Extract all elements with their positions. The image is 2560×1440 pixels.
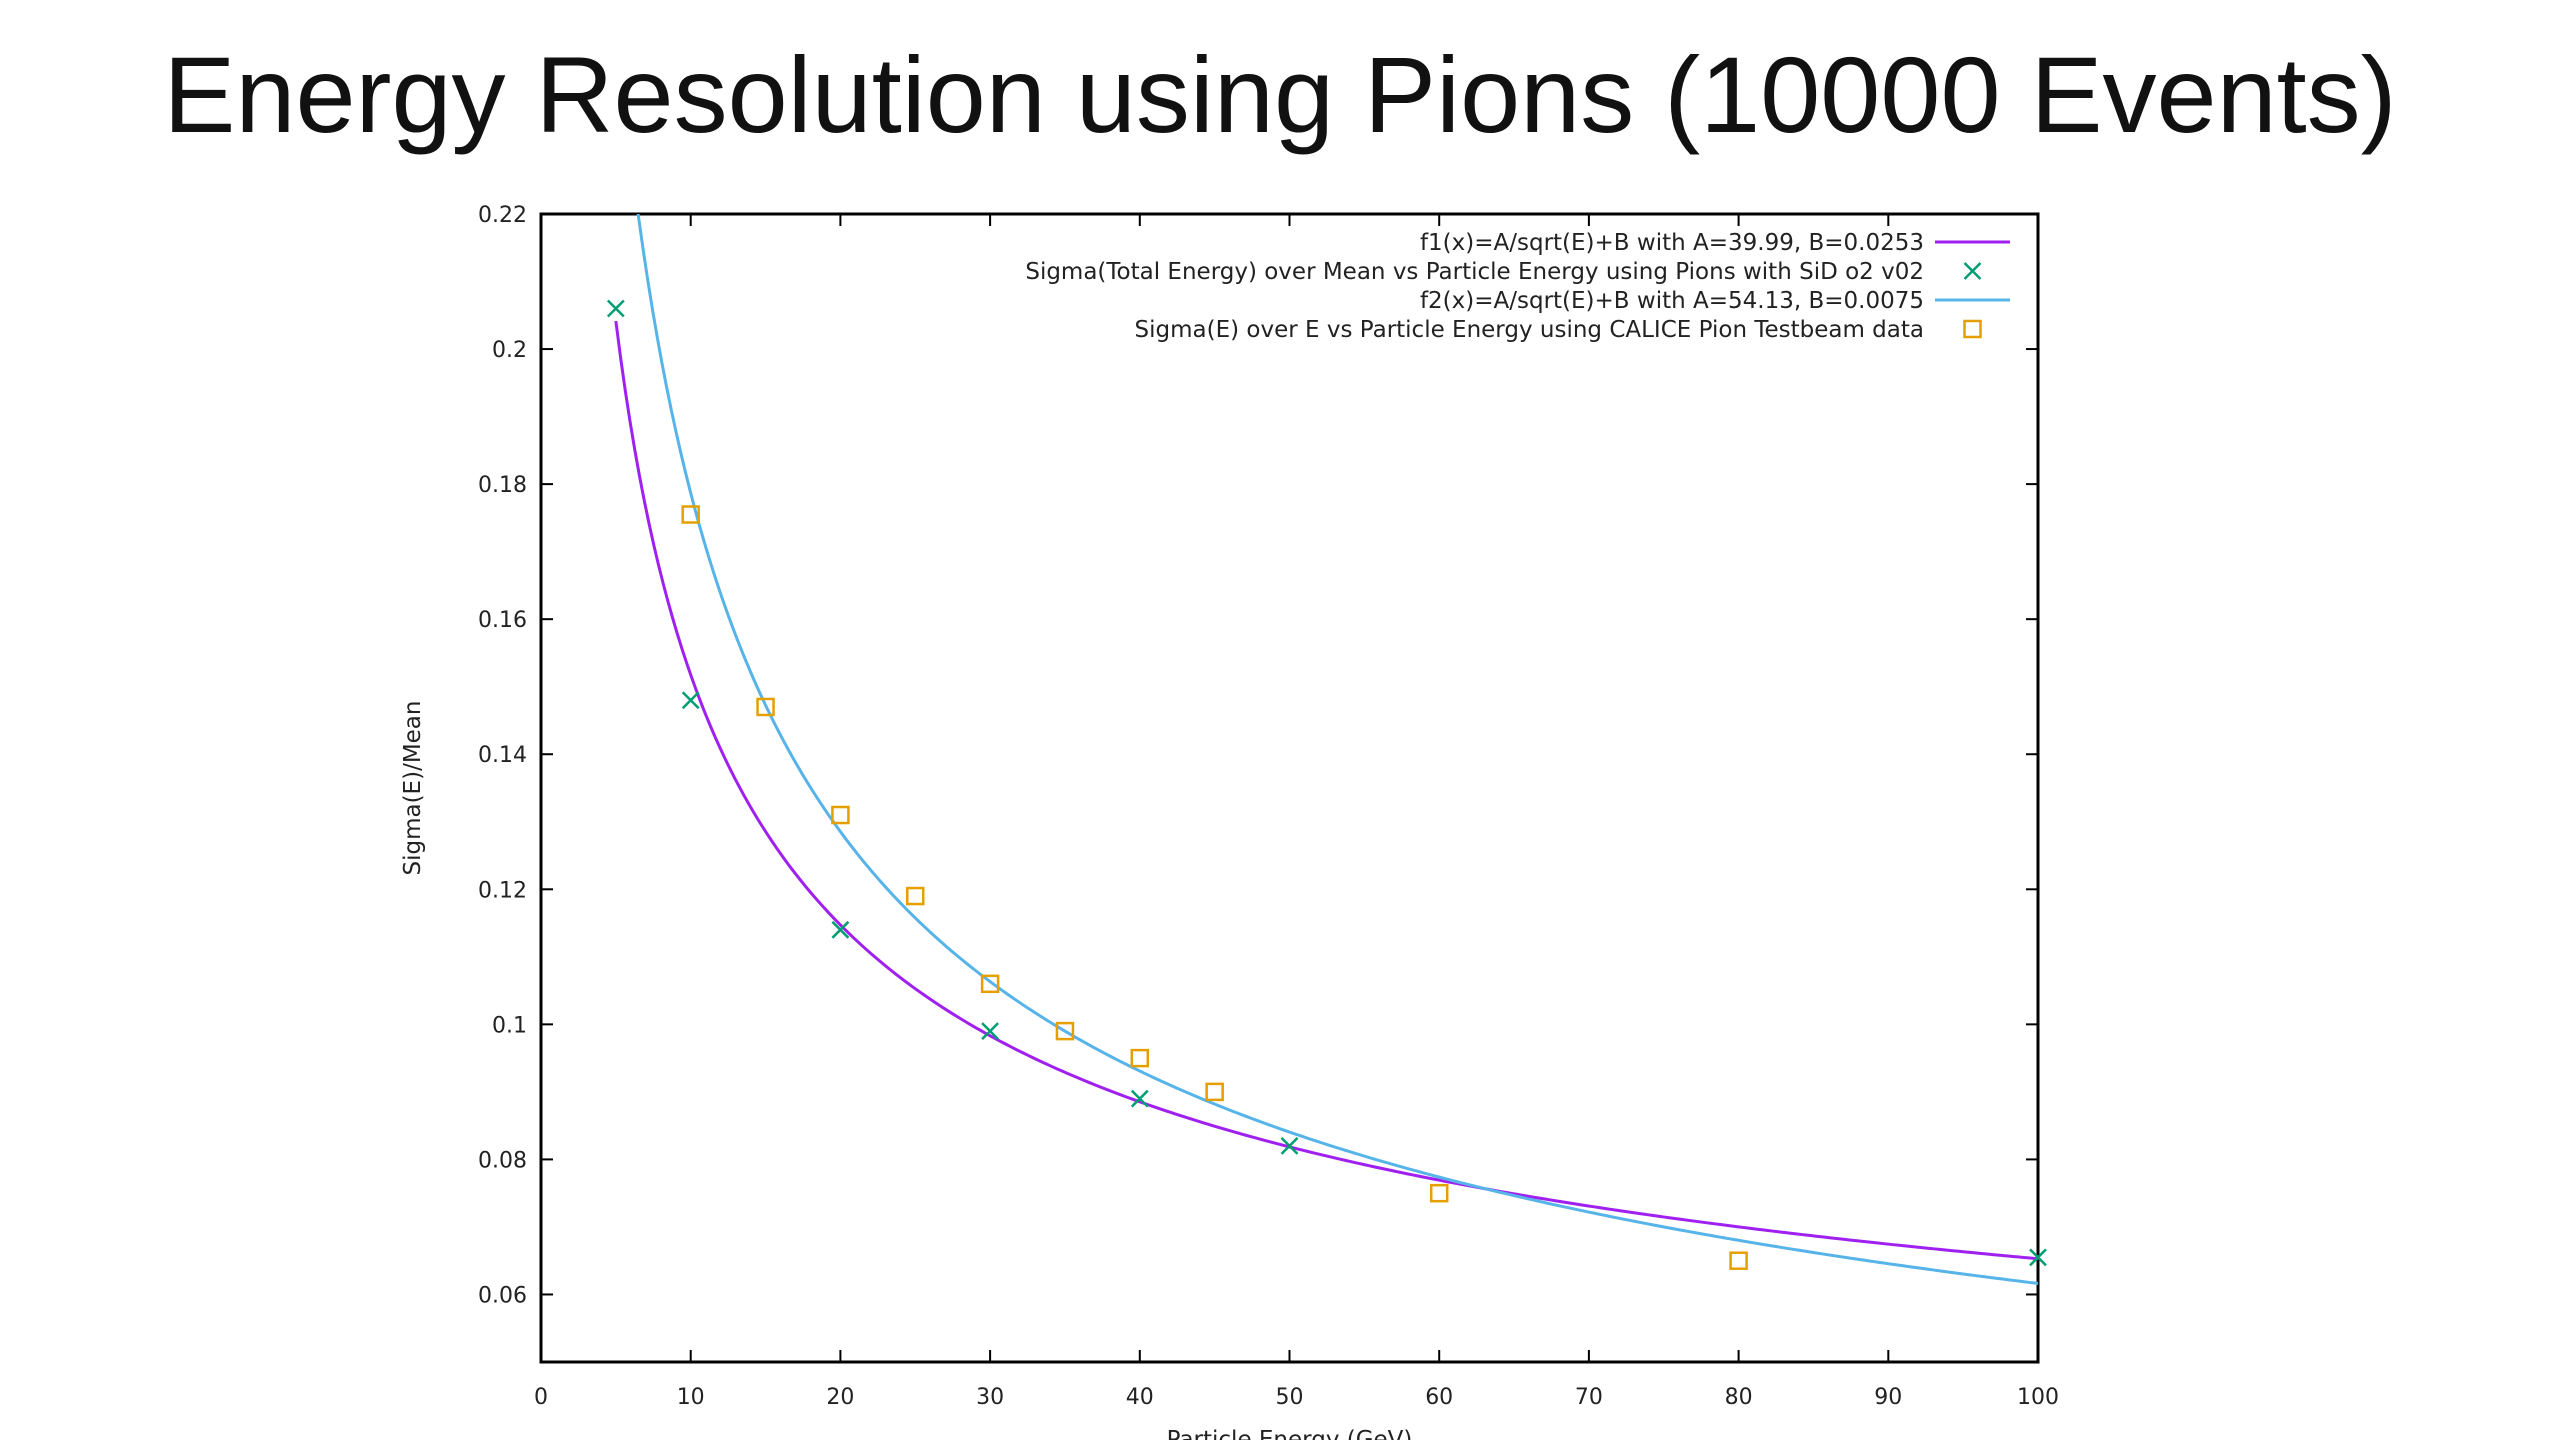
x-axis-label: Particle Energy (GeV) (1167, 1427, 1413, 1440)
series-4-point (1130, 1048, 1150, 1068)
y-tick-label: 0.16 (478, 608, 527, 633)
series-2-point (2029, 1248, 2047, 1267)
x-tick-label: 0 (534, 1385, 548, 1410)
series-4-point (906, 886, 925, 906)
x-tick-label: 60 (1425, 1385, 1453, 1410)
x-tick-label: 20 (826, 1385, 854, 1410)
y-tick-label: 0.08 (478, 1148, 527, 1173)
legend-label-4: Sigma(E) over E vs Particle Energy using… (1135, 317, 1924, 343)
series-2-point (1130, 1089, 1149, 1108)
x-tick-label: 90 (1874, 1385, 1902, 1410)
x-tick-label: 100 (2017, 1385, 2059, 1410)
y-tick-label: 0.22 (478, 203, 527, 228)
legend-label-1: f1(x)=A/sqrt(E)+B with A=39.99, B=0.0253 (1420, 230, 1924, 256)
y-tick-label: 0.12 (478, 878, 527, 903)
y-axis-label: Sigma(E)/Mean (400, 701, 426, 876)
y-tick-label: 0.2 (492, 338, 527, 363)
series-2-point (831, 920, 850, 939)
slide-title: Energy Resolution using Pions (10000 Eve… (163, 34, 2397, 155)
y-tick-label: 0.18 (478, 473, 527, 498)
y-tick-label: 0.1 (492, 1013, 527, 1038)
legend-sample-cross (1963, 262, 1982, 280)
series-2-point (981, 1022, 999, 1040)
x-tick-label: 80 (1725, 1385, 1753, 1410)
series-4-point (1055, 1021, 1075, 1041)
x-tick-label: 50 (1276, 1385, 1304, 1410)
series-2-point (681, 691, 700, 710)
series-4-point (1429, 1183, 1449, 1203)
series-4-point (1205, 1082, 1224, 1102)
legend-label-2: Sigma(Total Energy) over Mean vs Particl… (1025, 259, 1924, 285)
series-4-point (756, 697, 775, 717)
series-4-point (831, 805, 850, 825)
x-tick-label: 10 (677, 1385, 705, 1410)
series-1-fit-line (614, 320, 2038, 1261)
series-4-point (1729, 1251, 1748, 1270)
x-tick-label: 40 (1126, 1385, 1154, 1410)
legend-label-3: f2(x)=A/sqrt(E)+B with A=54.13, B=0.0075 (1420, 288, 1924, 314)
y-tick-label: 0.14 (478, 743, 527, 768)
y-tick-label: 0.06 (478, 1283, 527, 1308)
series-2-point (1280, 1137, 1299, 1155)
series-2-point (606, 299, 625, 318)
series-4-point (681, 505, 700, 524)
series-4-point (980, 974, 1000, 994)
x-tick-label: 30 (976, 1385, 1004, 1410)
x-tick-label: 70 (1575, 1385, 1603, 1410)
plot-frame (539, 212, 2040, 1364)
series-3-fit-line (636, 214, 2038, 1285)
legend-sample-square (1963, 319, 1982, 339)
